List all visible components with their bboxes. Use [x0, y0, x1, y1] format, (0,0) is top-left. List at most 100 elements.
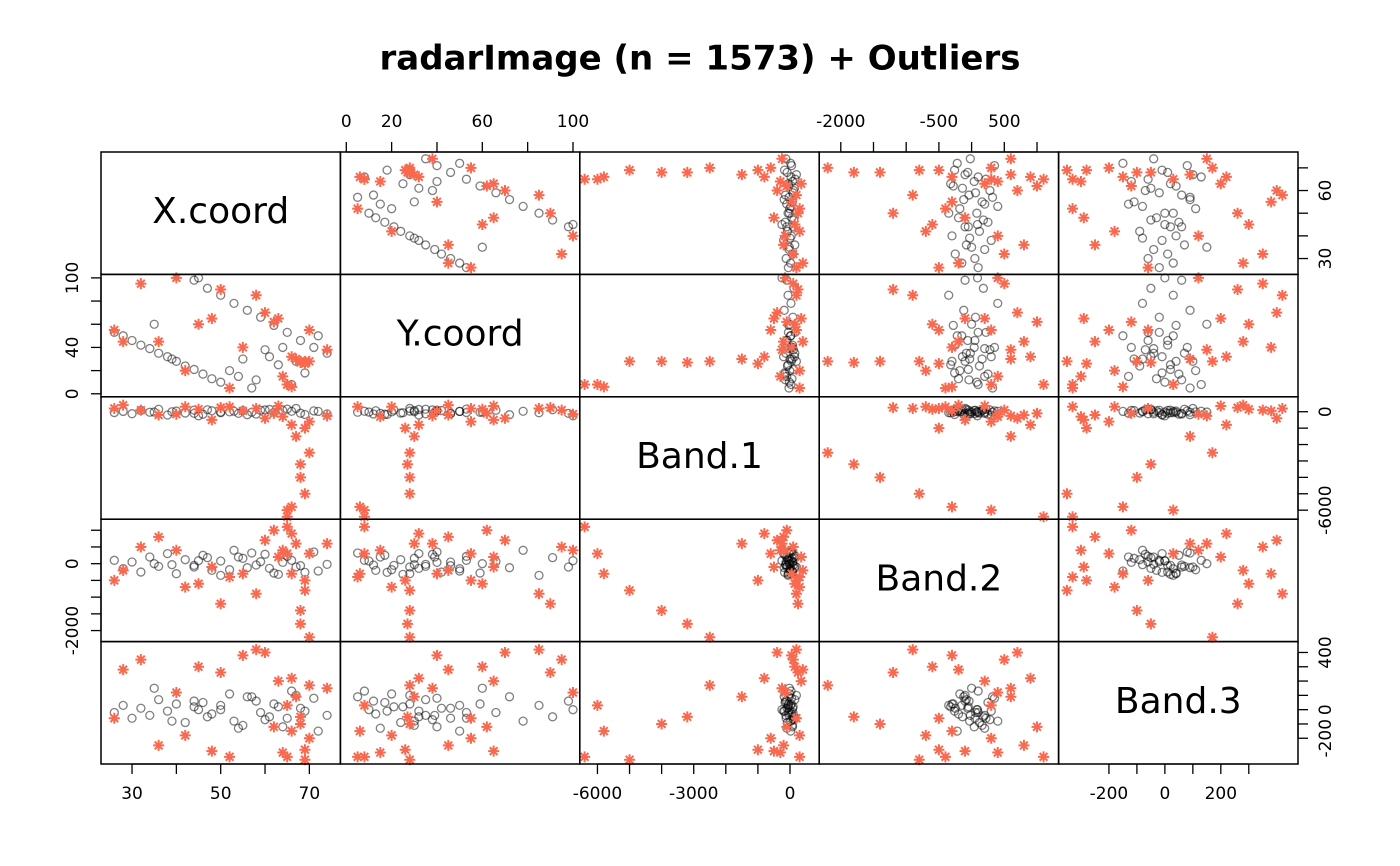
inlier-point: [278, 342, 288, 353]
outlier-point: [874, 355, 886, 367]
inlier-point: [791, 690, 802, 701]
outlier-point: [404, 631, 416, 643]
outlier-point: [1103, 548, 1115, 560]
outlier-point: [1215, 312, 1227, 324]
outlier-point: [108, 402, 120, 414]
outlier-point: [953, 664, 965, 676]
inlier-point: [251, 375, 261, 385]
outlier-point: [281, 548, 293, 560]
inlier-point: [282, 713, 292, 723]
outlier-point: [979, 178, 991, 190]
outlier-point: [1081, 358, 1093, 370]
inlier-point: [322, 710, 332, 721]
outlier-point: [765, 548, 777, 560]
outlier-point: [1220, 351, 1232, 363]
outlier-point: [215, 598, 227, 610]
outlier-point: [295, 604, 306, 616]
outlier-point: [1117, 171, 1129, 183]
inlier-point: [946, 179, 956, 189]
tick-label: 50: [210, 784, 232, 804]
outlier-point: [303, 679, 315, 691]
outlier-point: [1142, 324, 1154, 336]
outlier-point: [224, 751, 236, 763]
outlier-point: [985, 173, 997, 185]
outlier-point: [985, 162, 997, 174]
outlier-point: [704, 162, 716, 174]
inlier-point: [153, 695, 164, 705]
outlier-point: [1024, 171, 1036, 183]
inlier-point: [375, 723, 385, 733]
inlier-point: [409, 197, 419, 207]
outlier-point: [374, 544, 386, 556]
inlier-point: [973, 379, 983, 390]
outlier-point: [250, 289, 262, 301]
outlier-point: [1167, 504, 1179, 516]
outlier-point: [259, 534, 271, 546]
outlier-point: [1018, 739, 1030, 751]
inlier-point: [322, 559, 332, 569]
outlier-point: [681, 356, 693, 368]
inlier-point: [963, 167, 973, 178]
inlier-point: [963, 335, 973, 346]
outlier-point: [779, 544, 791, 556]
outlier-point: [488, 414, 500, 426]
inlier-point: [964, 407, 975, 417]
inlier-point: [405, 562, 415, 572]
inlier-point: [1163, 561, 1173, 571]
inlier-point: [247, 548, 257, 558]
inlier-point: [396, 717, 406, 728]
outlier-point: [765, 162, 777, 174]
outlier-point: [281, 751, 293, 763]
outlier-point: [789, 219, 801, 231]
inlier-point: [966, 319, 977, 329]
outlier-point: [404, 162, 416, 174]
inlier-point: [777, 219, 787, 230]
inlier-point: [432, 722, 442, 732]
inlier-point: [247, 383, 257, 393]
outlier-point: [959, 414, 971, 426]
inlier-point: [1143, 253, 1153, 264]
outlier-point: [1131, 355, 1143, 367]
outlier-point: [117, 564, 129, 576]
outlier-point: [789, 661, 801, 673]
outlier-point: [985, 732, 997, 744]
inlier-point: [986, 235, 996, 246]
outlier-point: [933, 712, 945, 724]
inlier-point: [414, 404, 424, 415]
outlier-point: [1078, 312, 1090, 324]
inlier-point: [547, 712, 558, 722]
inlier-point: [409, 407, 419, 417]
outlier-point: [1265, 196, 1277, 208]
inlier-point: [313, 566, 323, 576]
outlier-point: [992, 230, 1004, 242]
outlier-point: [358, 511, 370, 523]
outlier-point: [476, 578, 488, 590]
outlier-point: [404, 718, 416, 730]
inlier-point: [1177, 560, 1187, 570]
outlier-point: [933, 262, 945, 274]
inlier-point: [1168, 290, 1178, 300]
inlier-point: [198, 369, 208, 379]
outlier-point: [1167, 548, 1179, 560]
inlier-point: [242, 305, 252, 315]
outlier-point: [1005, 691, 1017, 703]
outlier-point: [1232, 402, 1244, 414]
outlier-point: [1184, 169, 1196, 181]
inlier-point: [162, 352, 173, 362]
outlier-point: [1081, 574, 1093, 586]
outlier-point: [778, 336, 790, 348]
inlier-point: [1182, 342, 1192, 353]
outlier-point: [907, 289, 919, 301]
inlier-point: [420, 240, 431, 250]
inlier-point: [1168, 208, 1178, 218]
inlier-point: [1140, 185, 1150, 196]
outlier-point: [1265, 341, 1277, 353]
inlier-point: [202, 712, 213, 722]
inlier-point: [949, 368, 960, 378]
inlier-point: [1177, 375, 1187, 385]
outlier-point: [281, 379, 293, 391]
outlier-point: [771, 534, 783, 546]
outlier-point: [959, 745, 971, 757]
outlier-point: [774, 747, 786, 759]
